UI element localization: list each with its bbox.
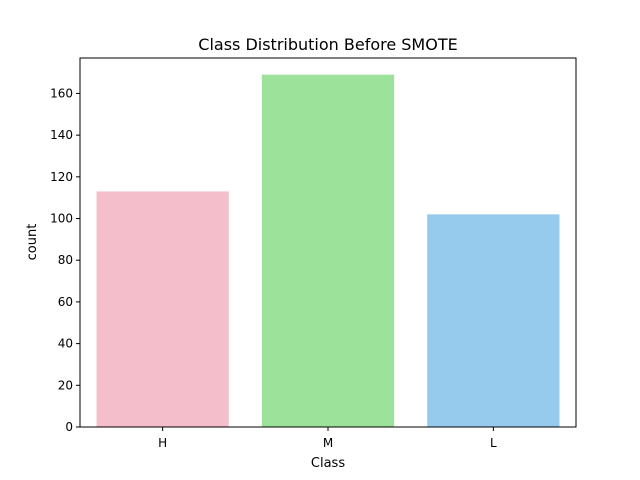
bar-m <box>261 74 395 427</box>
x-tick-label: H <box>158 436 167 450</box>
y-axis-label: count <box>25 224 40 261</box>
chart-title: Class Distribution Before SMOTE <box>198 35 457 54</box>
y-axis-ticks: 0 20 40 60 80 100 120 140 160 <box>50 86 80 434</box>
bars-group <box>96 74 560 427</box>
x-axis-label: Class <box>311 456 345 471</box>
plot-frame <box>79 57 577 428</box>
y-tick-label: 100 <box>50 212 73 226</box>
x-tick-label: L <box>490 436 497 450</box>
y-tick-label: 160 <box>50 86 73 100</box>
y-tick-label: 40 <box>58 337 73 351</box>
y-tick-label: 20 <box>58 378 73 392</box>
y-tick-label: 80 <box>58 253 73 267</box>
y-tick-label: 0 <box>65 420 73 434</box>
y-tick-label: 120 <box>50 170 73 184</box>
bar-l <box>427 214 560 427</box>
bar-h <box>96 191 229 427</box>
y-tick-label: 140 <box>50 128 73 142</box>
y-tick-label: 60 <box>58 295 73 309</box>
x-tick-label: M <box>323 436 333 450</box>
